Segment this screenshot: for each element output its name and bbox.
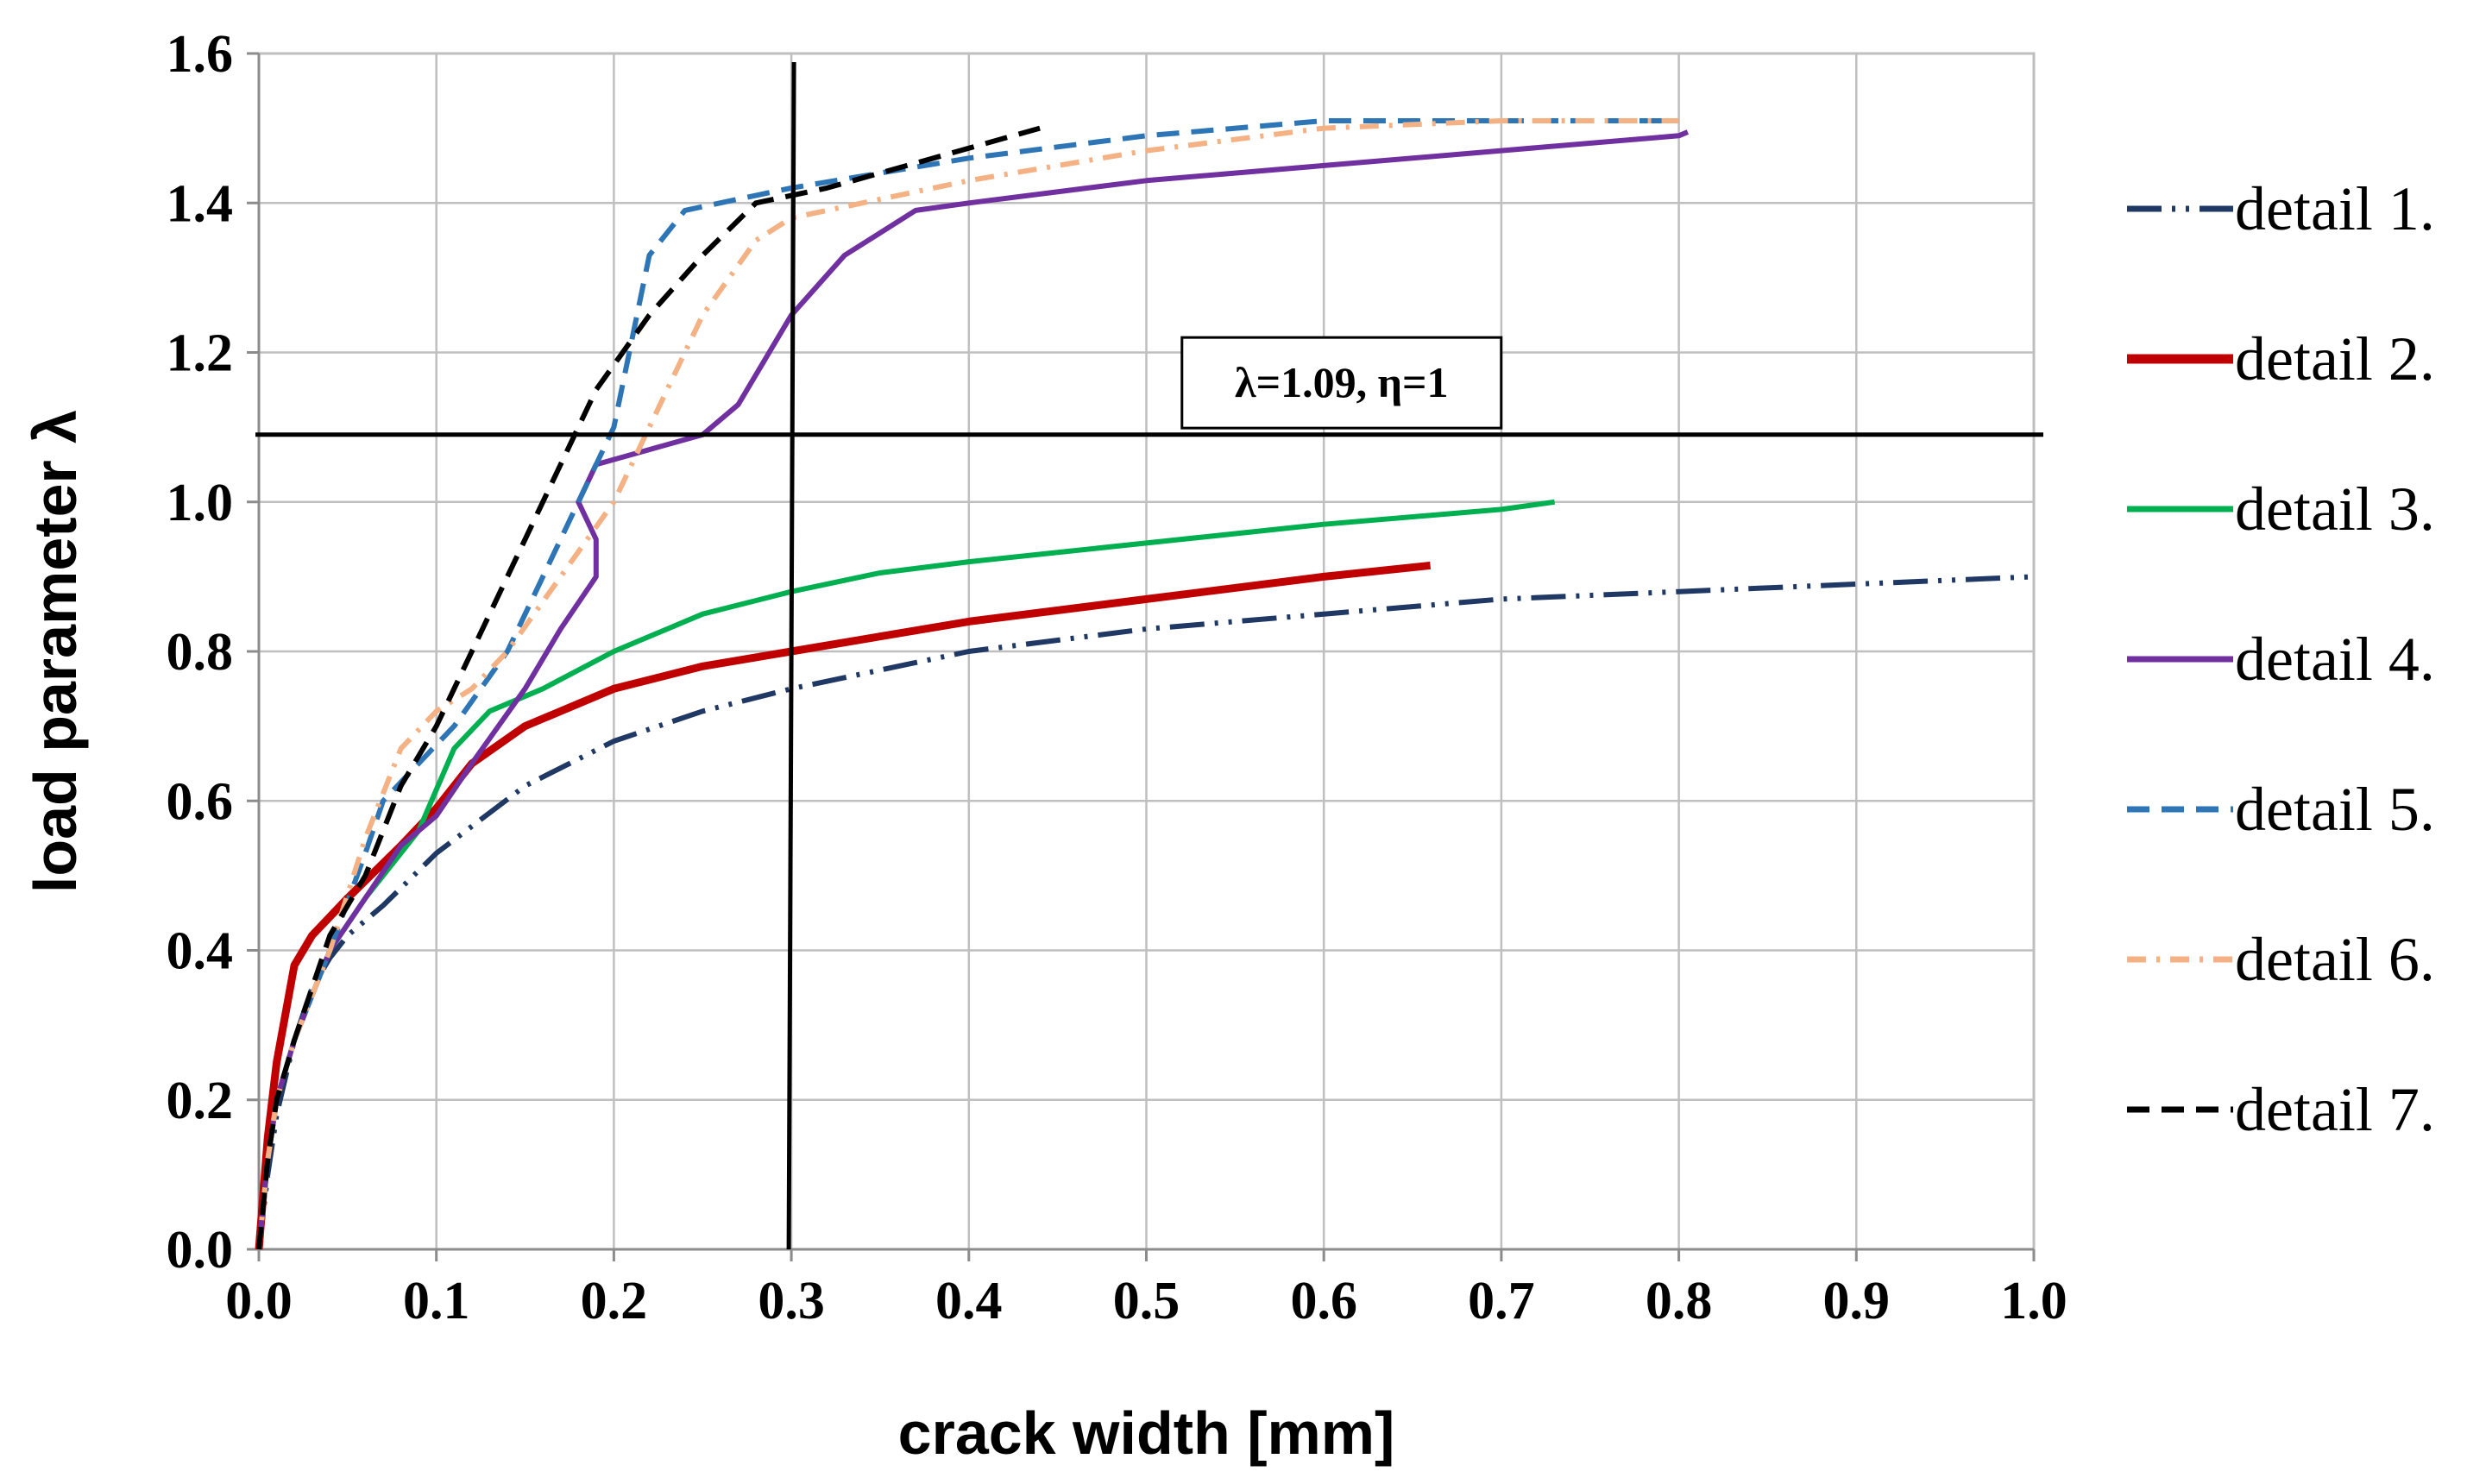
x-tick-label-2: 0.2 [581, 1272, 648, 1330]
y-tick-label-3: 0.6 [167, 772, 234, 831]
y-tick-label-4: 0.8 [167, 623, 234, 682]
legend-label-3: detail 3. [2235, 475, 2435, 544]
threshold-annotation: λ=1.09, η=1 [1180, 336, 1503, 430]
y-tick-label-6: 1.2 [167, 324, 234, 383]
legend-label-5: detail 5. [2235, 775, 2435, 844]
x-tick-label-4: 0.4 [935, 1272, 1003, 1330]
x-tick-label-3: 0.3 [758, 1272, 825, 1330]
x-axis-title: crack width [mm] [898, 1399, 1395, 1467]
y-tick-label-1: 0.2 [167, 1072, 234, 1130]
legend-label-6: detail 6. [2235, 925, 2435, 994]
reference-line-vertical [786, 61, 796, 1250]
series-line-7 [256, 125, 1041, 1250]
y-tick-label-8: 1.6 [167, 25, 234, 84]
x-tick-label-0: 0.0 [225, 1272, 293, 1330]
x-tick-label-6: 0.6 [1290, 1272, 1357, 1330]
y-tick-label-5: 1.0 [167, 474, 234, 532]
x-tick-label-1: 0.1 [403, 1272, 470, 1330]
legend-label-4: detail 4. [2235, 625, 2435, 694]
reference-lines [255, 61, 2043, 1250]
y-axis-title: load parameter λ [22, 410, 89, 893]
x-tick-label-8: 0.8 [1646, 1272, 1713, 1330]
y-tick-label-7: 1.4 [167, 174, 234, 233]
legend-label-1: detail 1. [2235, 174, 2435, 243]
annotation-text: λ=1.09, η=1 [1235, 358, 1448, 406]
x-tick-label-9: 0.9 [1823, 1272, 1891, 1330]
legend-label-7: detail 7. [2235, 1075, 2435, 1144]
series-lines [255, 118, 2035, 1250]
legend: detail 1. detail 2. detail 3. detail 4. deta… [2127, 174, 2435, 1144]
y-tick-label-0: 0.0 [167, 1221, 234, 1280]
axes: 0.0 0.1 0.2 0.3 0.4 0.5 0.6 0.7 0.8 0.9 1.0 0.0 0.2 0… [167, 25, 2067, 1330]
y-tick-label-2: 0.4 [167, 922, 234, 981]
x-tick-label-7: 0.7 [1468, 1272, 1535, 1330]
x-tick-label-5: 0.5 [1113, 1272, 1180, 1330]
annotation-box [1180, 336, 1503, 430]
x-tick-label-10: 1.0 [2000, 1272, 2067, 1330]
legend-label-2: detail 2. [2235, 324, 2435, 393]
